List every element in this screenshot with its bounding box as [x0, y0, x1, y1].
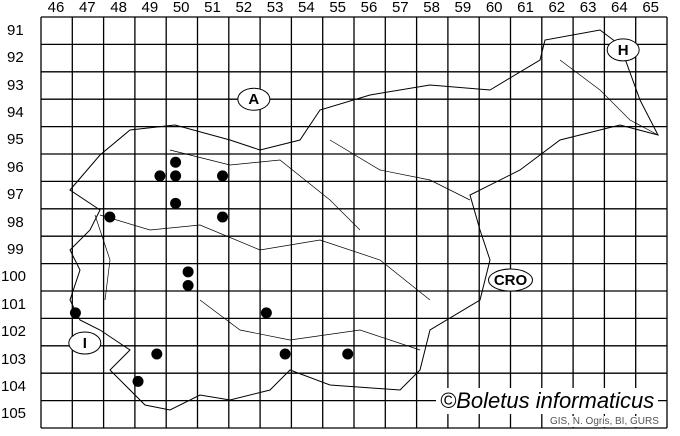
record-dot — [132, 375, 144, 387]
row-label: 100 — [1, 268, 27, 286]
record-dot — [170, 170, 182, 182]
rivers — [94, 59, 659, 351]
column-label: 49 — [141, 0, 159, 16]
region-label: A — [248, 91, 259, 108]
row-label: 105 — [1, 405, 27, 423]
record-dot — [154, 170, 166, 182]
row-label: 92 — [7, 49, 24, 67]
row-label: 102 — [1, 323, 27, 341]
region-label-ellipse — [488, 268, 533, 292]
region-label: I — [83, 335, 87, 352]
region-label-ellipse — [68, 331, 102, 355]
column-label: 53 — [266, 0, 284, 16]
column-label: 62 — [548, 0, 566, 16]
column-label: 56 — [360, 0, 378, 16]
column-label: 47 — [78, 0, 96, 16]
column-label: 63 — [579, 0, 597, 16]
credit-text: GIS, N. Ogris, BI, GURS — [548, 416, 661, 427]
column-label: 55 — [329, 0, 347, 16]
row-label: 93 — [7, 76, 24, 94]
record-dot — [182, 280, 194, 292]
row-label: 94 — [7, 103, 24, 121]
column-label: 52 — [235, 0, 253, 16]
row-label: 98 — [7, 213, 24, 231]
column-label: 54 — [298, 0, 315, 16]
column-label: 61 — [517, 0, 534, 16]
row-label: 91 — [7, 21, 24, 39]
record-dot — [342, 348, 354, 360]
region-label: CRO — [494, 272, 528, 289]
region-labels: A H CRO I — [68, 38, 640, 355]
row-label: 103 — [1, 350, 27, 368]
row-label: 99 — [7, 240, 24, 258]
record-dots — [69, 156, 354, 387]
column-label: 57 — [391, 0, 409, 16]
row-label: 104 — [1, 377, 27, 395]
row-label: 96 — [7, 158, 24, 176]
column-label: 48 — [110, 0, 127, 16]
copyright-text: ©Boletus informaticus — [436, 388, 659, 414]
map-grid — [40, 16, 668, 429]
row-label: 95 — [7, 131, 24, 149]
record-dot — [170, 197, 182, 209]
record-dot — [182, 266, 194, 278]
record-dot — [217, 211, 229, 223]
row-label: 101 — [1, 295, 27, 313]
record-dot — [151, 348, 163, 360]
record-dot — [104, 211, 116, 223]
column-label: 64 — [611, 0, 628, 16]
region-label-ellipse — [606, 38, 640, 62]
column-label: 65 — [642, 0, 660, 16]
record-dot — [279, 348, 291, 360]
column-label: 50 — [172, 0, 190, 16]
record-dot — [170, 156, 182, 168]
country-border — [69, 29, 659, 411]
row-label: 97 — [7, 186, 24, 204]
record-dot — [217, 170, 229, 182]
region-label-ellipse — [237, 87, 271, 111]
column-label: 59 — [454, 0, 472, 16]
column-label: 60 — [485, 0, 503, 16]
column-label: 58 — [423, 0, 440, 16]
record-dot — [69, 307, 81, 319]
record-dot — [260, 307, 272, 319]
column-label: 51 — [204, 0, 221, 16]
region-label: H — [618, 42, 629, 59]
column-label: 46 — [47, 0, 65, 16]
